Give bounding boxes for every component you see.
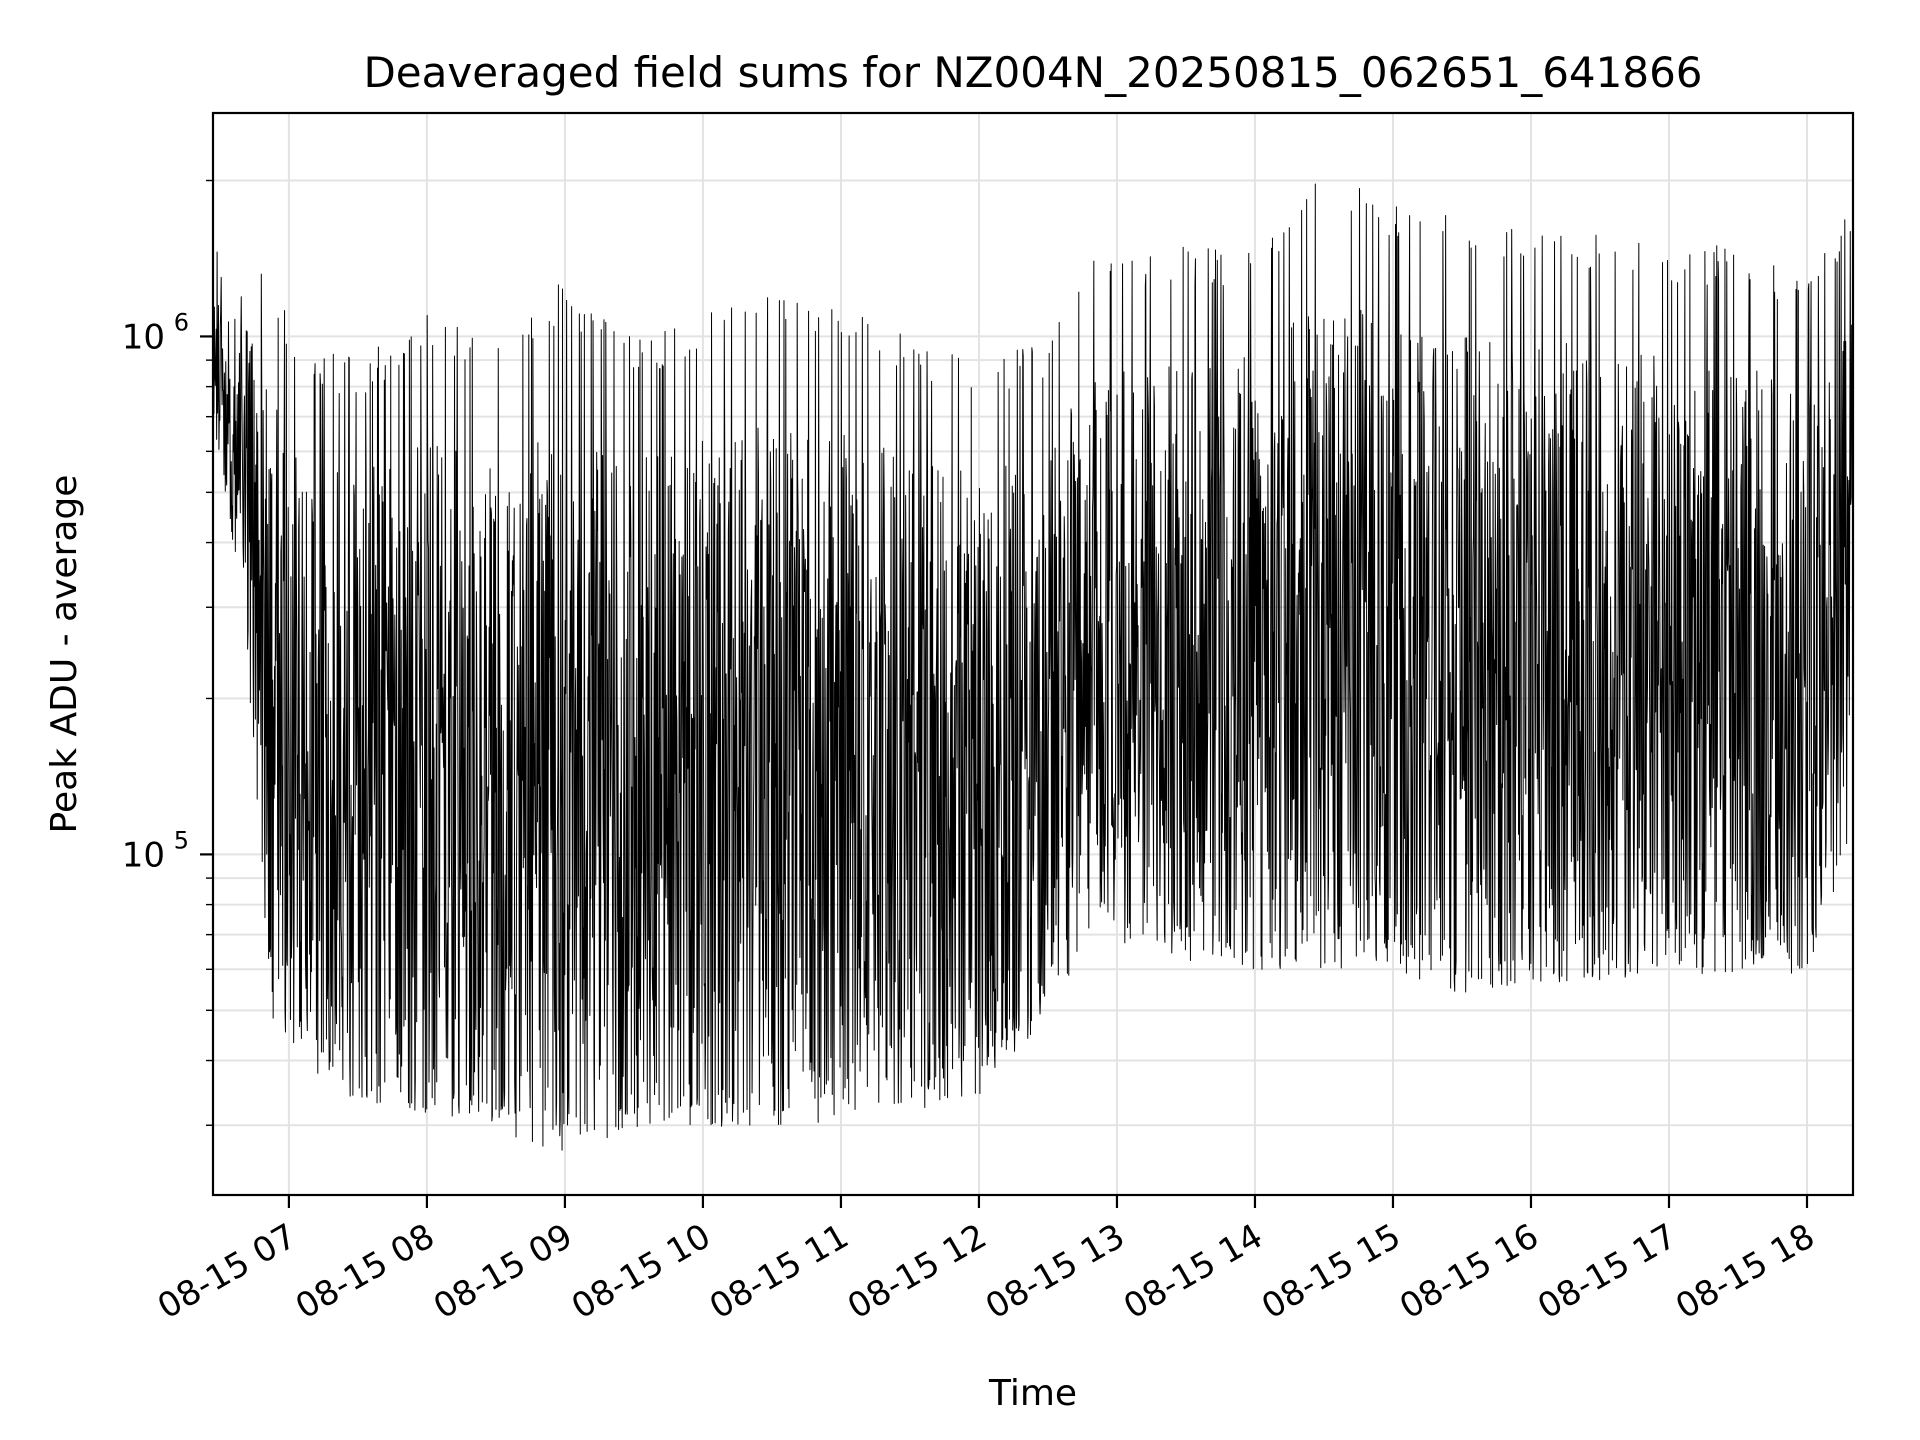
y-tick-exponent: 6 [174,308,189,336]
y-tick-exponent: 5 [174,826,189,854]
y-tick-base: 10 [122,317,165,357]
y-tick-base: 10 [122,835,165,875]
y-tick-label: 10 5 [122,826,189,875]
y-axis-label: Peak ADU - average [44,475,85,834]
series-line [212,183,1854,1151]
axes-frame [211,111,1855,1197]
data-series [212,183,1854,1151]
y-tick-label: 10 6 [122,308,189,357]
y-axis: 10 5 10 6 [122,179,213,1126]
chart-title: Deaveraged field sums for NZ004N_2025081… [363,48,1702,97]
x-axis-label: Time [988,1373,1077,1414]
